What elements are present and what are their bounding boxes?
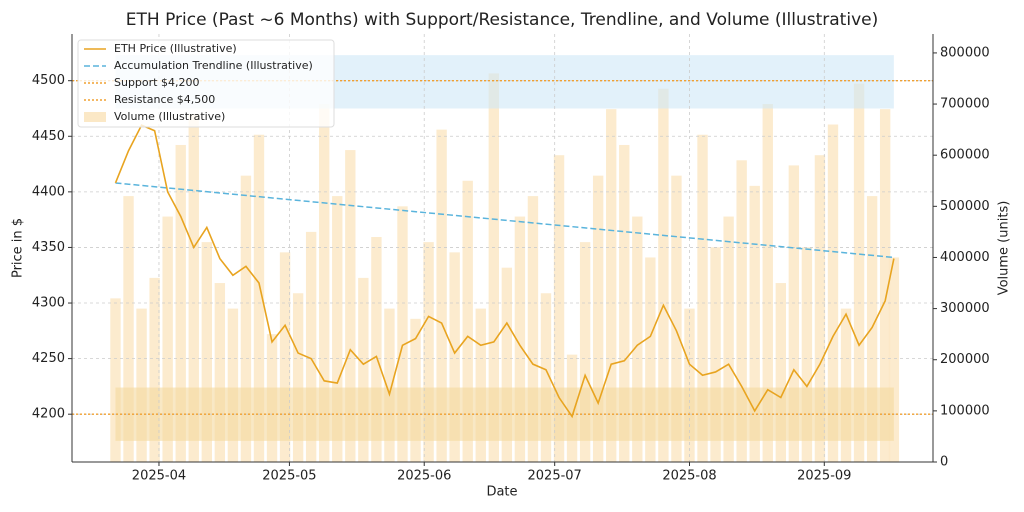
volume-bar bbox=[606, 109, 617, 462]
volume-bar bbox=[658, 88, 669, 463]
volume-bar bbox=[775, 283, 786, 462]
y2-tick-label: 0 bbox=[940, 455, 948, 470]
volume-bar bbox=[305, 231, 317, 462]
x-tick-label: 2025-07 bbox=[528, 469, 582, 484]
volume-bar bbox=[436, 129, 447, 462]
volume-bar bbox=[684, 308, 695, 462]
volume-bar bbox=[123, 196, 134, 462]
volume-bar bbox=[540, 293, 552, 462]
volume-bar bbox=[345, 150, 356, 462]
volume-bar bbox=[697, 134, 708, 462]
legend-label: Resistance $4,500 bbox=[114, 93, 215, 106]
volume-bar bbox=[371, 237, 382, 462]
y2-tick-label: 700000 bbox=[940, 97, 990, 112]
volume-bar bbox=[632, 216, 643, 462]
volume-bar bbox=[162, 216, 173, 462]
y-tick-label: 4400 bbox=[32, 184, 65, 199]
volume-bar bbox=[840, 308, 852, 462]
volume-bar bbox=[332, 196, 343, 462]
y-tick-label: 4300 bbox=[32, 296, 65, 311]
legend-label: ETH Price (Illustrative) bbox=[114, 42, 237, 55]
volume-bar bbox=[888, 257, 900, 462]
volume-bar bbox=[853, 83, 865, 462]
y2-tick-label: 400000 bbox=[940, 250, 990, 265]
volume-bar bbox=[319, 104, 330, 462]
volume-bar bbox=[723, 216, 734, 462]
volume-bar bbox=[592, 175, 604, 462]
volume-bar bbox=[501, 267, 513, 462]
y-tick-label: 4350 bbox=[32, 240, 65, 255]
y2-tick-label: 500000 bbox=[940, 199, 990, 214]
trendline bbox=[115, 182, 894, 259]
volume-bar bbox=[397, 206, 408, 462]
volume-bar bbox=[449, 252, 460, 462]
legend-label: Accumulation Trendline (Illustrative) bbox=[114, 59, 313, 72]
volume-bar bbox=[514, 216, 526, 462]
volume-bar bbox=[110, 298, 121, 462]
y2-tick-label: 600000 bbox=[940, 148, 990, 163]
y-tick-label: 4450 bbox=[32, 129, 65, 144]
volume-bar bbox=[384, 308, 395, 462]
volume-bar bbox=[879, 109, 891, 462]
volume-bar bbox=[736, 160, 747, 462]
x-axis-label: Date bbox=[486, 485, 517, 500]
y2-tick-label: 300000 bbox=[940, 301, 990, 316]
volume-bar bbox=[619, 144, 630, 463]
x-tick-label: 2025-04 bbox=[132, 469, 186, 484]
volume-bar bbox=[175, 144, 186, 463]
x-tick-label: 2025-08 bbox=[662, 469, 716, 484]
volume-bar bbox=[149, 277, 160, 462]
volume-bar bbox=[488, 73, 499, 462]
volume-bar bbox=[866, 196, 878, 462]
volume-bar bbox=[462, 180, 473, 463]
x-tick-label: 2025-05 bbox=[262, 469, 316, 484]
y2-tick-label: 100000 bbox=[940, 403, 990, 418]
volume-bar bbox=[827, 124, 839, 462]
volume-bar bbox=[671, 175, 682, 462]
volume-bar bbox=[527, 196, 539, 462]
volume-bar bbox=[292, 293, 304, 462]
volume-bar bbox=[358, 277, 369, 462]
legend-label: Support $4,200 bbox=[114, 76, 199, 89]
y-axis-label: Price in $ bbox=[11, 218, 26, 278]
volume-bar bbox=[801, 247, 813, 462]
volume-bar bbox=[749, 185, 760, 462]
volume-bar bbox=[214, 283, 226, 462]
volume-bar bbox=[762, 104, 773, 462]
y-tick-label: 4250 bbox=[32, 351, 65, 366]
legend-swatch bbox=[84, 112, 106, 122]
volume-bar bbox=[188, 114, 199, 463]
y2-axis-label: Volume (units) bbox=[997, 201, 1012, 296]
volume-bar bbox=[253, 134, 265, 462]
volume-bar bbox=[814, 155, 826, 463]
legend-label: Volume (Illustrative) bbox=[114, 110, 225, 123]
volume-bar bbox=[423, 242, 434, 462]
x-tick-label: 2025-06 bbox=[397, 469, 451, 484]
volume-bar bbox=[201, 242, 212, 462]
volume-bar bbox=[475, 308, 486, 462]
volume-bar bbox=[645, 257, 656, 462]
volume-bar bbox=[579, 242, 591, 462]
volume-bar bbox=[136, 308, 147, 462]
y2-tick-label: 200000 bbox=[940, 352, 990, 367]
volume-bar bbox=[788, 165, 800, 462]
price-line bbox=[114, 124, 895, 419]
volume-bar bbox=[279, 252, 291, 462]
y2-tick-label: 800000 bbox=[940, 45, 990, 60]
volume-bar bbox=[240, 175, 252, 462]
chart-title: ETH Price (Past ~6 Months) with Support/… bbox=[126, 10, 878, 30]
y-tick-label: 4500 bbox=[32, 73, 65, 88]
x-tick-label: 2025-09 bbox=[797, 469, 851, 484]
y-tick-label: 4200 bbox=[32, 407, 65, 422]
legend-box bbox=[77, 39, 335, 128]
volume-bar bbox=[710, 247, 721, 462]
volume-bar bbox=[227, 308, 239, 462]
volume-bar bbox=[553, 155, 565, 463]
